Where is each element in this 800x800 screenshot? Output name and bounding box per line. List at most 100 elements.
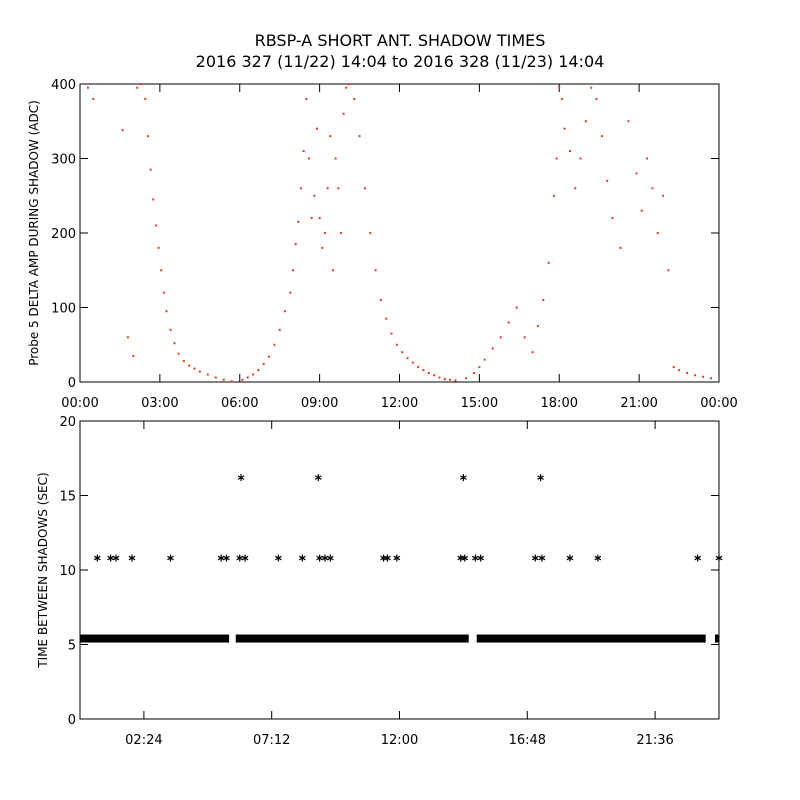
amp-point xyxy=(313,194,316,197)
x-tick-label: 09:00 xyxy=(301,396,338,411)
amp-point xyxy=(284,310,287,313)
amp-point xyxy=(252,373,255,376)
interval-star xyxy=(93,554,101,562)
amp-point xyxy=(144,97,147,100)
interval-star xyxy=(241,554,249,562)
amp-point xyxy=(635,172,638,175)
x-tick-label: 03:00 xyxy=(141,396,178,411)
amp-point xyxy=(149,168,152,171)
interval-star xyxy=(477,554,485,562)
interval-star xyxy=(223,554,230,562)
plot-frame xyxy=(79,420,720,720)
amp-point xyxy=(646,157,649,160)
amp-point xyxy=(579,157,582,160)
amp-point xyxy=(126,336,129,339)
x-tick-label: 00:00 xyxy=(700,396,737,411)
interval-star xyxy=(460,474,467,482)
amp-point xyxy=(710,377,713,380)
amp-point xyxy=(667,269,670,272)
baseline-interval-band xyxy=(80,634,230,643)
amp-point xyxy=(358,135,361,138)
interval-star xyxy=(107,554,114,562)
interval-star xyxy=(537,474,544,482)
amp-point xyxy=(427,372,430,375)
amp-point xyxy=(353,97,356,100)
amp-point xyxy=(132,354,135,357)
interval-star xyxy=(472,554,479,562)
x-tick-label: 21:00 xyxy=(620,396,657,411)
interval-star xyxy=(461,554,469,562)
interval-star xyxy=(594,554,602,562)
y-tick-label: 100 xyxy=(51,302,76,317)
amp-point xyxy=(694,374,697,377)
interval-star xyxy=(384,554,391,562)
amp-point xyxy=(443,378,446,381)
amp-point xyxy=(268,355,271,358)
amp-point xyxy=(302,150,305,153)
amp-point xyxy=(160,269,163,272)
amp-point xyxy=(318,217,321,220)
amp-point xyxy=(323,232,326,234)
amp-point xyxy=(678,369,681,372)
amp-point xyxy=(292,269,294,272)
baseline-interval-band xyxy=(715,634,719,643)
amp-point xyxy=(193,367,196,370)
amp-point xyxy=(411,361,414,364)
amp-point xyxy=(595,97,598,100)
amp-point xyxy=(182,360,185,363)
x-tick-label: 07:12 xyxy=(253,733,290,748)
amp-point xyxy=(651,187,654,190)
amp-point xyxy=(584,120,587,123)
amp-point xyxy=(507,321,510,324)
x-tick-label: 06:00 xyxy=(221,396,258,411)
x-tick-label: 15:00 xyxy=(461,396,498,411)
x-tick-label: 18:00 xyxy=(541,396,578,411)
amp-point xyxy=(536,325,539,328)
amp-point xyxy=(406,357,409,360)
chart-title: RBSP-A SHORT ANT. SHADOW TIMES xyxy=(254,31,546,50)
amp-point xyxy=(342,112,345,115)
amp-point xyxy=(262,363,265,366)
amp-point xyxy=(449,378,452,381)
y-axis-title: Probe 5 DELTA AMP DURING SHADOW (ADC) xyxy=(27,100,41,366)
x-tick-label: 12:00 xyxy=(381,396,418,411)
amp-point xyxy=(157,246,160,249)
y-tick-label: 10 xyxy=(59,564,76,579)
amp-point xyxy=(310,217,313,220)
amp-point xyxy=(374,269,377,272)
interval-star xyxy=(167,554,174,562)
amp-panel: 00:00 03:00 06:00 09:00 12:00 15:00 18:00 21:00… xyxy=(27,78,738,411)
interval-star xyxy=(566,554,574,562)
interval-star xyxy=(316,554,323,562)
interval-star xyxy=(298,554,306,562)
amp-point xyxy=(465,377,468,380)
amp-point xyxy=(515,306,518,309)
amp-point xyxy=(140,83,143,85)
interval-star xyxy=(715,554,723,562)
amp-point xyxy=(560,97,563,100)
amp-point xyxy=(198,370,201,373)
amp-point xyxy=(152,198,155,201)
x-tick-label: 12:00 xyxy=(381,733,418,748)
amp-point xyxy=(165,310,168,313)
amp-point xyxy=(289,291,292,294)
interval-star xyxy=(531,554,539,562)
amp-point xyxy=(329,135,332,138)
amp-point xyxy=(339,232,342,234)
amp-point xyxy=(552,194,555,197)
amp-point xyxy=(422,369,425,372)
amp-point xyxy=(222,378,225,381)
amp-point xyxy=(294,243,297,246)
chart-subtitle: 2016 327 (11/22) 14:04 to 2016 328 (11/2… xyxy=(195,52,605,71)
amp-point xyxy=(177,352,180,355)
interval-star xyxy=(457,554,465,562)
y-tick-label: 20 xyxy=(59,415,76,430)
amp-point xyxy=(257,369,260,372)
amp-point xyxy=(555,157,558,160)
amp-point xyxy=(627,120,630,123)
amp-point xyxy=(173,342,176,345)
interval-star xyxy=(393,554,401,562)
interval-star xyxy=(314,474,322,482)
amp-point xyxy=(230,380,233,383)
